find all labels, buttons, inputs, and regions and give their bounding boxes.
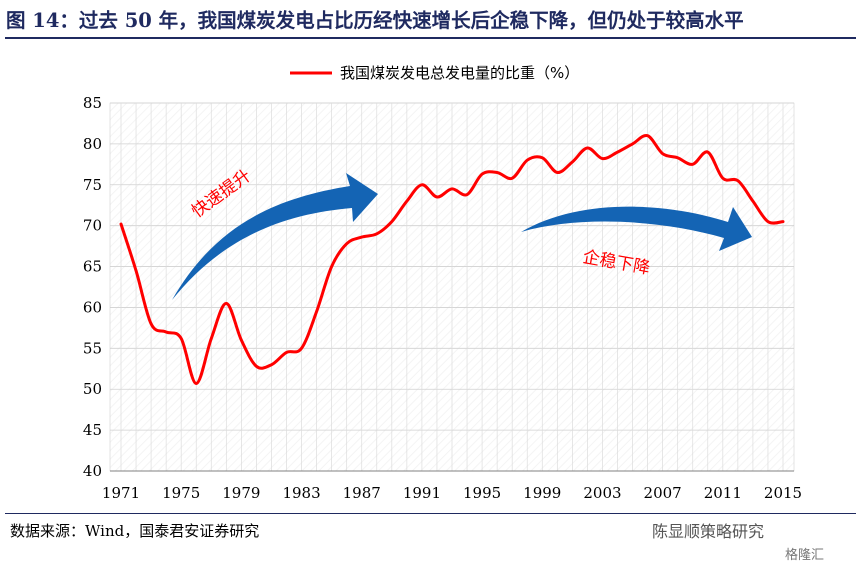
declining-arrow bbox=[521, 206, 752, 251]
watermark-sub: 格隆汇 bbox=[785, 548, 825, 563]
x-tick-label: 1971 bbox=[102, 484, 140, 502]
y-tick-label: 50 bbox=[83, 380, 102, 398]
y-tick-label: 45 bbox=[83, 421, 102, 439]
y-axis-ticks: 40 45 50 55 60 65 70 75 80 85 bbox=[83, 94, 102, 480]
y-tick-label: 75 bbox=[83, 176, 102, 194]
title-divider bbox=[5, 37, 856, 39]
x-tick-label: 2011 bbox=[704, 484, 742, 502]
footer-divider bbox=[5, 513, 856, 514]
x-tick-label: 1987 bbox=[343, 484, 381, 502]
x-tick-label: 1975 bbox=[162, 484, 200, 502]
line-chart: 40 45 50 55 60 65 70 75 80 85 1971 1975 1979 1983 198… bbox=[83, 64, 802, 502]
y-tick-label: 40 bbox=[83, 462, 102, 480]
source-note: 数据来源：Wind，国泰君安证券研究 bbox=[10, 522, 260, 540]
x-axis-ticks: 1971 1975 1979 1983 1987 1991 1995 1999 2003 2007… bbox=[102, 484, 802, 502]
x-tick-label: 2003 bbox=[583, 484, 621, 502]
watermark: 陈显顺策略研究 bbox=[652, 522, 765, 541]
x-tick-label: 2015 bbox=[764, 484, 802, 502]
x-tick-label: 1991 bbox=[403, 484, 441, 502]
y-tick-label: 65 bbox=[83, 258, 102, 276]
x-tick-label: 1979 bbox=[222, 484, 260, 502]
y-tick-label: 80 bbox=[83, 135, 102, 153]
y-tick-label: 60 bbox=[83, 298, 102, 316]
series-line bbox=[119, 133, 785, 385]
y-tick-label: 85 bbox=[83, 94, 102, 112]
x-tick-label: 1995 bbox=[463, 484, 501, 502]
grid bbox=[110, 102, 794, 472]
y-tick-label: 55 bbox=[83, 339, 102, 357]
chart-title: 图 14：过去 50 年，我国煤炭发电占比历经快速增长后企稳下降，但仍处于较高水… bbox=[6, 9, 744, 32]
x-tick-label: 1999 bbox=[523, 484, 561, 502]
x-tick-label: 1983 bbox=[282, 484, 320, 502]
legend-label: 我国煤炭发电总发电量的比重（%） bbox=[340, 64, 579, 82]
x-tick-label: 2007 bbox=[644, 484, 682, 502]
y-tick-label: 70 bbox=[83, 217, 102, 235]
rising-arrow bbox=[172, 173, 378, 300]
